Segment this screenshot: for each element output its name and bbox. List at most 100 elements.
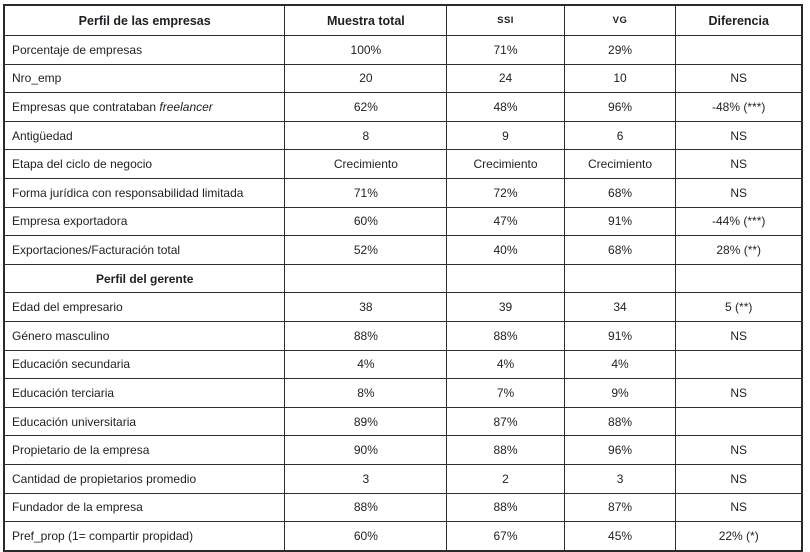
- cell-vg: 10: [563, 63, 677, 94]
- row-label: Fundador de la empresa: [3, 492, 286, 523]
- cell-vg: 87%: [563, 492, 677, 523]
- cell-muestra-total: 3: [284, 463, 448, 494]
- table-row-pref-prop: Pref_prop (1= compartir propidad) 60% 67…: [3, 521, 803, 552]
- cell-muestra-total: 71%: [284, 177, 448, 208]
- table-sheet: Perfil de las empresas Muestra total SSI…: [3, 4, 803, 552]
- cell-vg: 6: [563, 120, 677, 151]
- cell-ssi: 24: [446, 63, 565, 94]
- cell-diferencia: -48% (***): [675, 92, 803, 122]
- cell-diferencia: NS: [675, 463, 803, 494]
- cell-diferencia: NS: [675, 177, 803, 208]
- cell-ssi: 88%: [446, 492, 565, 523]
- row-label-text: Edad del empresario: [12, 300, 123, 315]
- table-body: Porcentaje de empresas 100% 71% 29% Nro_…: [3, 35, 803, 552]
- row-label-text: Porcentaje de empresas: [12, 42, 143, 57]
- table-row-fundador-empresa: Fundador de la empresa 88% 88% 87% NS: [3, 492, 803, 523]
- cell-vg: Crecimiento: [563, 149, 677, 179]
- cell-ssi: 88%: [446, 320, 565, 351]
- cell-ssi: [446, 263, 565, 294]
- cell-vg: 96%: [563, 435, 677, 465]
- cell-diferencia: -44% (***): [675, 206, 803, 237]
- cell-ssi: 40%: [446, 235, 565, 265]
- cell-ssi: 67%: [446, 521, 565, 552]
- cell-vg: 68%: [563, 235, 677, 265]
- cell-vg: 96%: [563, 92, 677, 122]
- table-row-genero-masculino: Género masculino 88% 88% 91% NS: [3, 320, 803, 351]
- company-profile-table: Perfil de las empresas Muestra total SSI…: [3, 4, 803, 552]
- row-label: Empresa exportadora: [3, 206, 286, 237]
- cell-diferencia: NS: [675, 120, 803, 151]
- row-label: Edad del empresario: [3, 292, 286, 322]
- row-label: Exportaciones/Facturación total: [3, 235, 286, 265]
- cell-diferencia: NS: [675, 63, 803, 94]
- col-header-diferencia: Diferencia: [675, 4, 803, 36]
- col-header-ssi: SSI: [446, 4, 565, 36]
- row-label-text: Educación secundaria: [12, 357, 131, 372]
- cell-ssi: 48%: [446, 92, 565, 122]
- table-row-edad-empresario: Edad del empresario 38 39 34 5 (**): [3, 292, 803, 322]
- cell-muestra-total: 100%: [284, 35, 448, 65]
- cell-diferencia: [675, 349, 803, 380]
- cell-diferencia: NS: [675, 378, 803, 408]
- cell-muestra-total: Crecimiento: [284, 149, 448, 179]
- cell-muestra-total: [284, 263, 448, 294]
- cell-muestra-total: 88%: [284, 320, 448, 351]
- table-row-etapa-ciclo-negocio: Etapa del ciclo de negocio Crecimiento C…: [3, 149, 803, 179]
- cell-vg: 91%: [563, 206, 677, 237]
- row-label-text: Exportaciones/Facturación total: [12, 242, 181, 257]
- row-label-text: Perfil del gerente: [96, 271, 194, 286]
- row-label: Cantidad de propietarios promedio: [3, 463, 286, 494]
- cell-ssi: 71%: [446, 35, 565, 65]
- cell-ssi: Crecimiento: [446, 149, 565, 179]
- cell-vg: 88%: [563, 406, 677, 437]
- row-label-italic: freelancer: [159, 99, 213, 114]
- header-row: Perfil de las empresas Muestra total SSI…: [3, 4, 803, 36]
- cell-diferencia: [675, 35, 803, 65]
- row-label: Educación terciaria: [3, 378, 286, 408]
- cell-diferencia: 5 (**): [675, 292, 803, 322]
- table-row-cantidad-propietarios: Cantidad de propietarios promedio 3 2 3 …: [3, 463, 803, 494]
- cell-ssi: 4%: [446, 349, 565, 380]
- cell-ssi: 87%: [446, 406, 565, 437]
- row-label: Antigüedad: [3, 120, 286, 151]
- row-label: Porcentaje de empresas: [3, 35, 286, 65]
- table-row-educacion-terciaria: Educación terciaria 8% 7% 9% NS: [3, 378, 803, 408]
- cell-diferencia: [675, 406, 803, 437]
- cell-muestra-total: 20: [284, 63, 448, 94]
- cell-muestra-total: 62%: [284, 92, 448, 122]
- cell-diferencia: NS: [675, 149, 803, 179]
- table-row-exportaciones-facturacion: Exportaciones/Facturación total 52% 40% …: [3, 235, 803, 265]
- cell-muestra-total: 52%: [284, 235, 448, 265]
- col-header-vg: VG: [563, 4, 677, 36]
- table-row-propietario-empresa: Propietario de la empresa 90% 88% 96% NS: [3, 435, 803, 465]
- row-label-text: Fundador de la empresa: [12, 500, 143, 515]
- cell-ssi: 47%: [446, 206, 565, 237]
- row-label: Educación secundaria: [3, 349, 286, 380]
- row-label: Educación universitaria: [3, 406, 286, 437]
- cell-ssi: 39: [446, 292, 565, 322]
- row-label: Pref_prop (1= compartir propidad): [3, 521, 286, 552]
- cell-muestra-total: 60%: [284, 206, 448, 237]
- cell-vg: [563, 263, 677, 294]
- cell-vg: 29%: [563, 35, 677, 65]
- table-row-educacion-universitaria: Educación universitaria 89% 87% 88%: [3, 406, 803, 437]
- table-header: Perfil de las empresas Muestra total SSI…: [3, 4, 803, 36]
- table-row-perfil-del-gerente: Perfil del gerente: [3, 263, 803, 294]
- table-row-antiguedad: Antigüedad 8 9 6 NS: [3, 120, 803, 151]
- cell-ssi: 88%: [446, 435, 565, 465]
- cell-diferencia: 22% (*): [675, 521, 803, 552]
- row-label: Etapa del ciclo de negocio: [3, 149, 286, 179]
- cell-vg: 4%: [563, 349, 677, 380]
- row-label-text: Etapa del ciclo de negocio: [12, 157, 153, 172]
- row-label: Nro_emp: [3, 63, 286, 94]
- row-label-text: Educación universitaria: [12, 414, 137, 429]
- col-header-perfil-empresas: Perfil de las empresas: [3, 4, 286, 36]
- row-label-text: Propietario de la empresa: [12, 443, 150, 458]
- cell-ssi: 9: [446, 120, 565, 151]
- cell-ssi: 7%: [446, 378, 565, 408]
- col-header-muestra-total: Muestra total: [284, 4, 448, 36]
- section-label: Perfil del gerente: [3, 263, 286, 294]
- cell-muestra-total: 4%: [284, 349, 448, 380]
- table-row-educacion-secundaria: Educación secundaria 4% 4% 4%: [3, 349, 803, 380]
- cell-ssi: 2: [446, 463, 565, 494]
